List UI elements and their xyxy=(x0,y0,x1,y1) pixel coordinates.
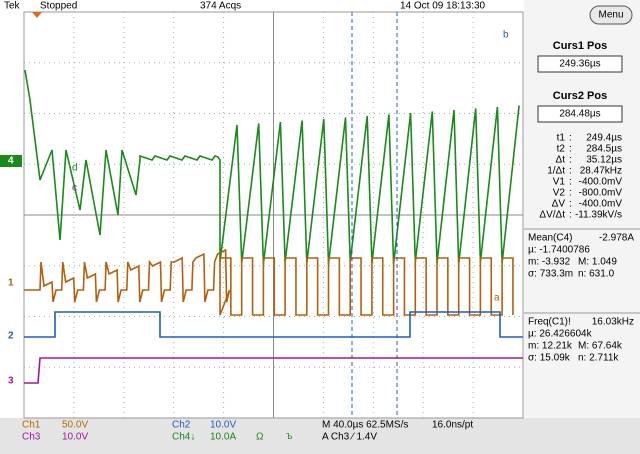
ch1-waveform xyxy=(24,248,514,316)
channel-markers: 4 1 2 3 a b cd xyxy=(0,30,509,387)
measurement-stat: µ: 26.426604k xyxy=(528,329,593,340)
ch2-waveform xyxy=(24,311,523,338)
waveform-label: b xyxy=(503,30,509,41)
channel-marker: 4 xyxy=(8,156,14,167)
bandwidth-limit: Ъ xyxy=(286,432,292,441)
readout-name: ΔV xyxy=(552,199,566,210)
readout-value: 28.47kHz xyxy=(580,166,622,177)
measurement-stat: σ: 733.3m xyxy=(528,269,573,280)
trigger-setting: A Ch3 ⁄ 1.4V xyxy=(322,432,377,443)
readout-colon: : xyxy=(569,199,572,210)
curs2-label: Curs2 Pos xyxy=(553,90,607,102)
readout-colon: : xyxy=(569,188,572,199)
footer-bar xyxy=(0,418,640,454)
curs2-box xyxy=(537,105,623,123)
readout-value: -11.39kV/s xyxy=(575,210,622,221)
readout-value: -400.0mV xyxy=(579,177,623,188)
channel-marker: 2 xyxy=(8,331,14,342)
ch2-label: Ch2 xyxy=(172,420,191,431)
readout-value: 35.12µs xyxy=(586,155,622,166)
status: Stopped xyxy=(40,1,77,12)
ch4-label: Ch4↓ xyxy=(172,432,195,443)
measurement-stat: n: 631.0 xyxy=(578,269,615,280)
measurement-title: Mean(C4) xyxy=(528,233,572,244)
channel-marker: 1 xyxy=(8,278,14,289)
measurement-title: Freq(C1)! xyxy=(528,317,571,328)
readout-colon: : xyxy=(569,177,572,188)
brand: Tek xyxy=(4,1,21,12)
readout-name: t1 xyxy=(557,133,566,144)
waveform-label: c xyxy=(72,183,77,194)
curs1-value: 249.36µs xyxy=(559,59,600,70)
resolution: 16.0ns/pt xyxy=(432,420,473,431)
ch3-waveform xyxy=(24,357,523,384)
readout-value: 284.5µs xyxy=(586,144,622,155)
timebase: M 40.0µs 62.5MS/s xyxy=(322,420,408,431)
measurement-value: 16.03kHz xyxy=(592,317,634,328)
readout-name: V1 xyxy=(553,177,566,188)
readout-name: V2 xyxy=(553,188,566,199)
readout-name: 1/Δt xyxy=(547,166,565,177)
curs2-value: 284.48µs xyxy=(559,109,600,120)
readout-name: ΔV/Δt xyxy=(539,210,565,221)
waveforms xyxy=(24,12,523,418)
menu-button[interactable] xyxy=(589,5,633,25)
trigger-position xyxy=(32,12,42,18)
ch4-scale: 10.0A xyxy=(210,432,236,443)
ch3-scale: 10.0V xyxy=(62,432,88,443)
waveform-label: d xyxy=(72,163,78,174)
readout-value: 249.4µs xyxy=(586,133,622,144)
readout-colon: : xyxy=(569,210,572,221)
measurement-stat: M: 1.049 xyxy=(578,257,617,268)
ch1-scale: 50.0V xyxy=(62,420,88,431)
measurement-stat: M: 67.64k xyxy=(578,341,623,352)
readout-value: -400.0mV xyxy=(579,199,623,210)
waveform-label: a xyxy=(494,293,500,304)
ch1-label: Ch1 xyxy=(22,420,41,431)
menu-button-label[interactable]: Menu xyxy=(598,10,623,21)
readout-name: Δt xyxy=(556,155,566,166)
measurement-stat: m: -3.932 xyxy=(528,257,571,268)
acquisitions: 374 Acqs xyxy=(200,1,241,12)
readout-colon: : xyxy=(569,133,572,144)
measurement-value: -2.978A xyxy=(599,233,634,244)
measurement-stat: m: 12.21k xyxy=(528,341,573,352)
datetime: 14 Oct 09 18:13:30 xyxy=(400,1,486,12)
readout-colon: : xyxy=(569,166,572,177)
channel-marker-box xyxy=(0,155,22,167)
ch4-waveform xyxy=(24,69,520,265)
measurement-stat: µ: -1.7400786 xyxy=(528,245,590,256)
graticule xyxy=(23,11,524,419)
measurement-stat: σ: 15.09k xyxy=(528,353,571,364)
measurement-stat: n: 2.711k xyxy=(578,353,619,364)
cursor-readouts: t1:249.4µst2:284.5µsΔt:35.12µs1/Δt:28.47… xyxy=(539,133,622,221)
ch3-label: Ch3 xyxy=(22,432,41,443)
curs1-box xyxy=(537,55,623,73)
ch4-impedance: Ω xyxy=(256,432,264,443)
ch2-scale: 10.0V xyxy=(210,420,236,431)
readout-name: t2 xyxy=(557,144,566,155)
curs1-label: Curs1 Pos xyxy=(553,40,607,52)
readout-value: -800.0mV xyxy=(579,188,623,199)
readout-colon: : xyxy=(569,155,572,166)
channel-marker: 3 xyxy=(8,376,14,387)
readout-colon: : xyxy=(569,144,572,155)
